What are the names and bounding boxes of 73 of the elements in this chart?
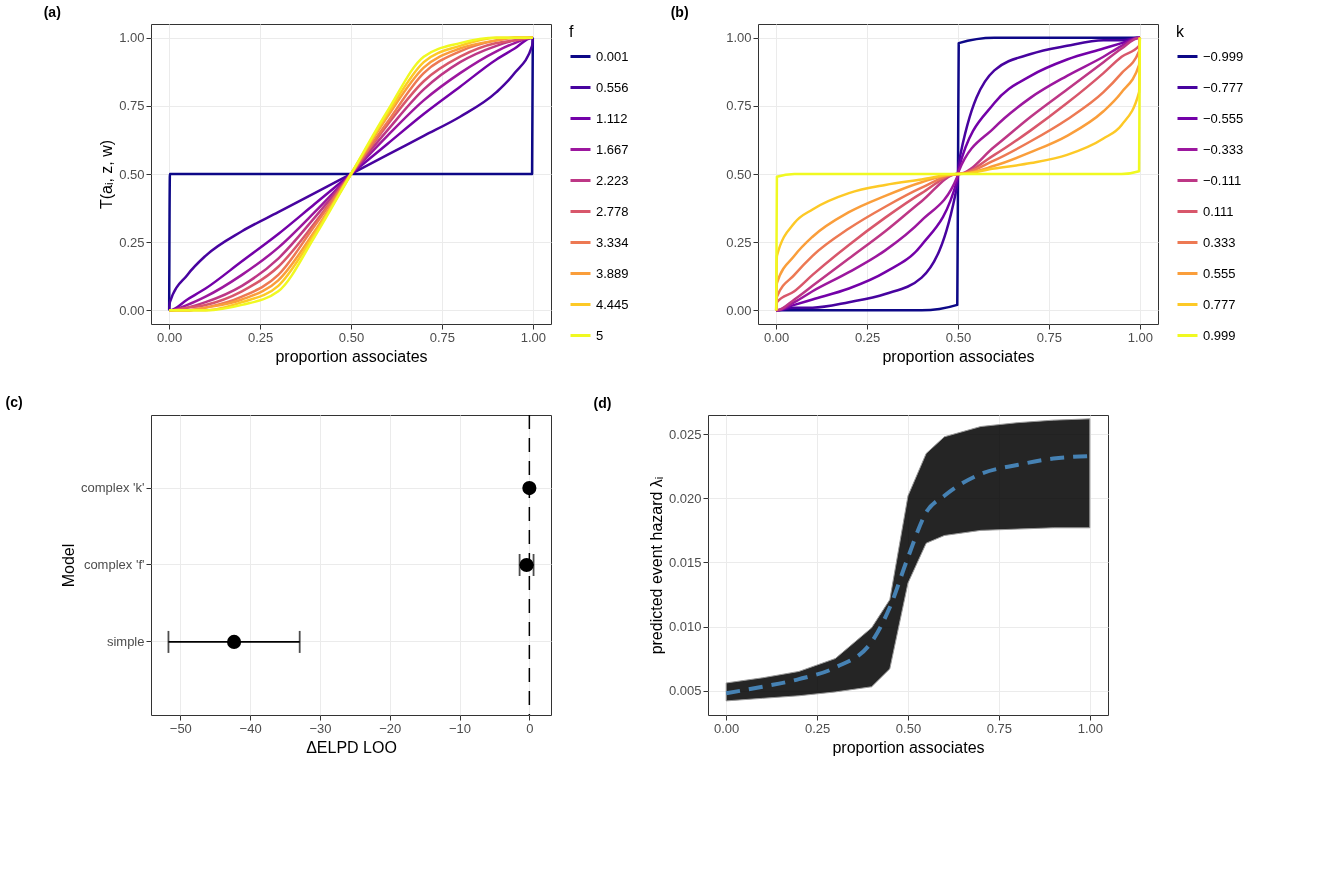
y-tick-label: 0.015 bbox=[668, 554, 702, 570]
x-tick-label: 0.75 bbox=[429, 329, 456, 345]
x-tick-label: −50 bbox=[169, 720, 192, 736]
chart-title: (a) bbox=[43, 4, 61, 20]
x-axis-title: proportion associates bbox=[882, 347, 1035, 365]
x-tick-label: −10 bbox=[449, 720, 472, 736]
legend-label: 1.112 bbox=[596, 110, 628, 126]
x-tick-label: 0.75 bbox=[986, 720, 1013, 736]
legend-title: k bbox=[1176, 23, 1185, 40]
y-axis-title: predicted event hazard λᵢ bbox=[647, 476, 665, 655]
y-tick-label: 0.005 bbox=[668, 683, 702, 699]
x-axis-title: ΔELPD LOO bbox=[306, 738, 397, 756]
x-tick-label: 0 bbox=[526, 720, 534, 736]
x-axis-title: proportion associates bbox=[275, 347, 428, 365]
y-tick-label: 0.00 bbox=[119, 302, 145, 318]
y-axis-title: T(aᵢ, z, w) bbox=[98, 139, 116, 210]
x-tick-label: 1.00 bbox=[520, 329, 546, 345]
legend-label: 0.333 bbox=[1203, 234, 1236, 250]
x-tick-label: 0.00 bbox=[764, 329, 790, 345]
y-tick-label: 0.25 bbox=[726, 234, 752, 250]
y-tick-label: 1.00 bbox=[119, 30, 145, 46]
legend-label: 3.889 bbox=[596, 265, 629, 281]
x-tick-label: 0.25 bbox=[247, 329, 274, 345]
legend-label: 1.667 bbox=[596, 141, 629, 157]
x-tick-label: 1.00 bbox=[1127, 329, 1153, 345]
chart-title: (d) bbox=[593, 395, 612, 411]
legend-label: 0.111 bbox=[1203, 203, 1234, 219]
x-axis-title: proportion associates bbox=[832, 738, 985, 756]
chart-title: (b) bbox=[670, 4, 689, 20]
legend-label: −0.777 bbox=[1203, 79, 1244, 95]
y-tick-label: complex 'k' bbox=[81, 480, 145, 496]
legend-label: 4.445 bbox=[596, 296, 629, 312]
x-tick-label: 0.25 bbox=[804, 720, 831, 736]
y-tick-label: 0.75 bbox=[726, 98, 752, 114]
legend-label: 0.001 bbox=[596, 48, 629, 64]
x-tick-label: 0.00 bbox=[157, 329, 183, 345]
x-tick-label: 0.50 bbox=[338, 329, 365, 345]
x-tick-label: 0.00 bbox=[714, 720, 740, 736]
line-series bbox=[774, 36, 1142, 312]
legend-label: 3.334 bbox=[596, 234, 629, 250]
y-tick-label: 0.50 bbox=[119, 166, 145, 182]
legend-label: 0.999 bbox=[1203, 327, 1236, 343]
legend-label: 5 bbox=[596, 327, 604, 343]
y-tick-label: 1.00 bbox=[726, 30, 752, 46]
legend-label: −0.555 bbox=[1203, 110, 1244, 126]
y-tick-label: 0.025 bbox=[668, 426, 702, 442]
legend-label: −0.333 bbox=[1203, 141, 1244, 157]
legend-label: 2.778 bbox=[596, 203, 629, 219]
legend-label: −0.999 bbox=[1203, 48, 1244, 64]
x-tick-label: 1.00 bbox=[1077, 720, 1103, 736]
y-tick-label: 0.50 bbox=[726, 166, 752, 182]
x-tick-label: −30 bbox=[309, 720, 332, 736]
legend-title: f bbox=[569, 23, 574, 40]
y-axis-title: Model bbox=[60, 543, 78, 588]
y-tick-label: 0.25 bbox=[119, 234, 145, 250]
y-tick-label: simple bbox=[106, 633, 145, 649]
y-tick-label: 0.00 bbox=[726, 302, 752, 318]
text: (c) bbox=[5, 394, 23, 411]
x-tick-label: −40 bbox=[239, 720, 262, 736]
y-tick-label: 0.020 bbox=[668, 490, 702, 506]
legend-label: 2.223 bbox=[596, 172, 629, 188]
legend-label: −0.111 bbox=[1203, 172, 1242, 188]
x-tick-label: 0.75 bbox=[1036, 329, 1063, 345]
legend-label: 0.556 bbox=[596, 79, 629, 95]
y-tick-label: 0.75 bbox=[119, 98, 145, 114]
y-tick-label: 0.010 bbox=[668, 619, 702, 635]
legend-label: 0.777 bbox=[1203, 296, 1236, 312]
x-tick-label: 0.25 bbox=[854, 329, 881, 345]
legend-label: 0.555 bbox=[1203, 265, 1236, 281]
x-tick-label: 0.50 bbox=[895, 720, 922, 736]
y-tick-label: complex 'f' bbox=[83, 557, 145, 572]
x-tick-label: −20 bbox=[379, 720, 402, 736]
x-tick-label: 0.50 bbox=[945, 329, 972, 345]
